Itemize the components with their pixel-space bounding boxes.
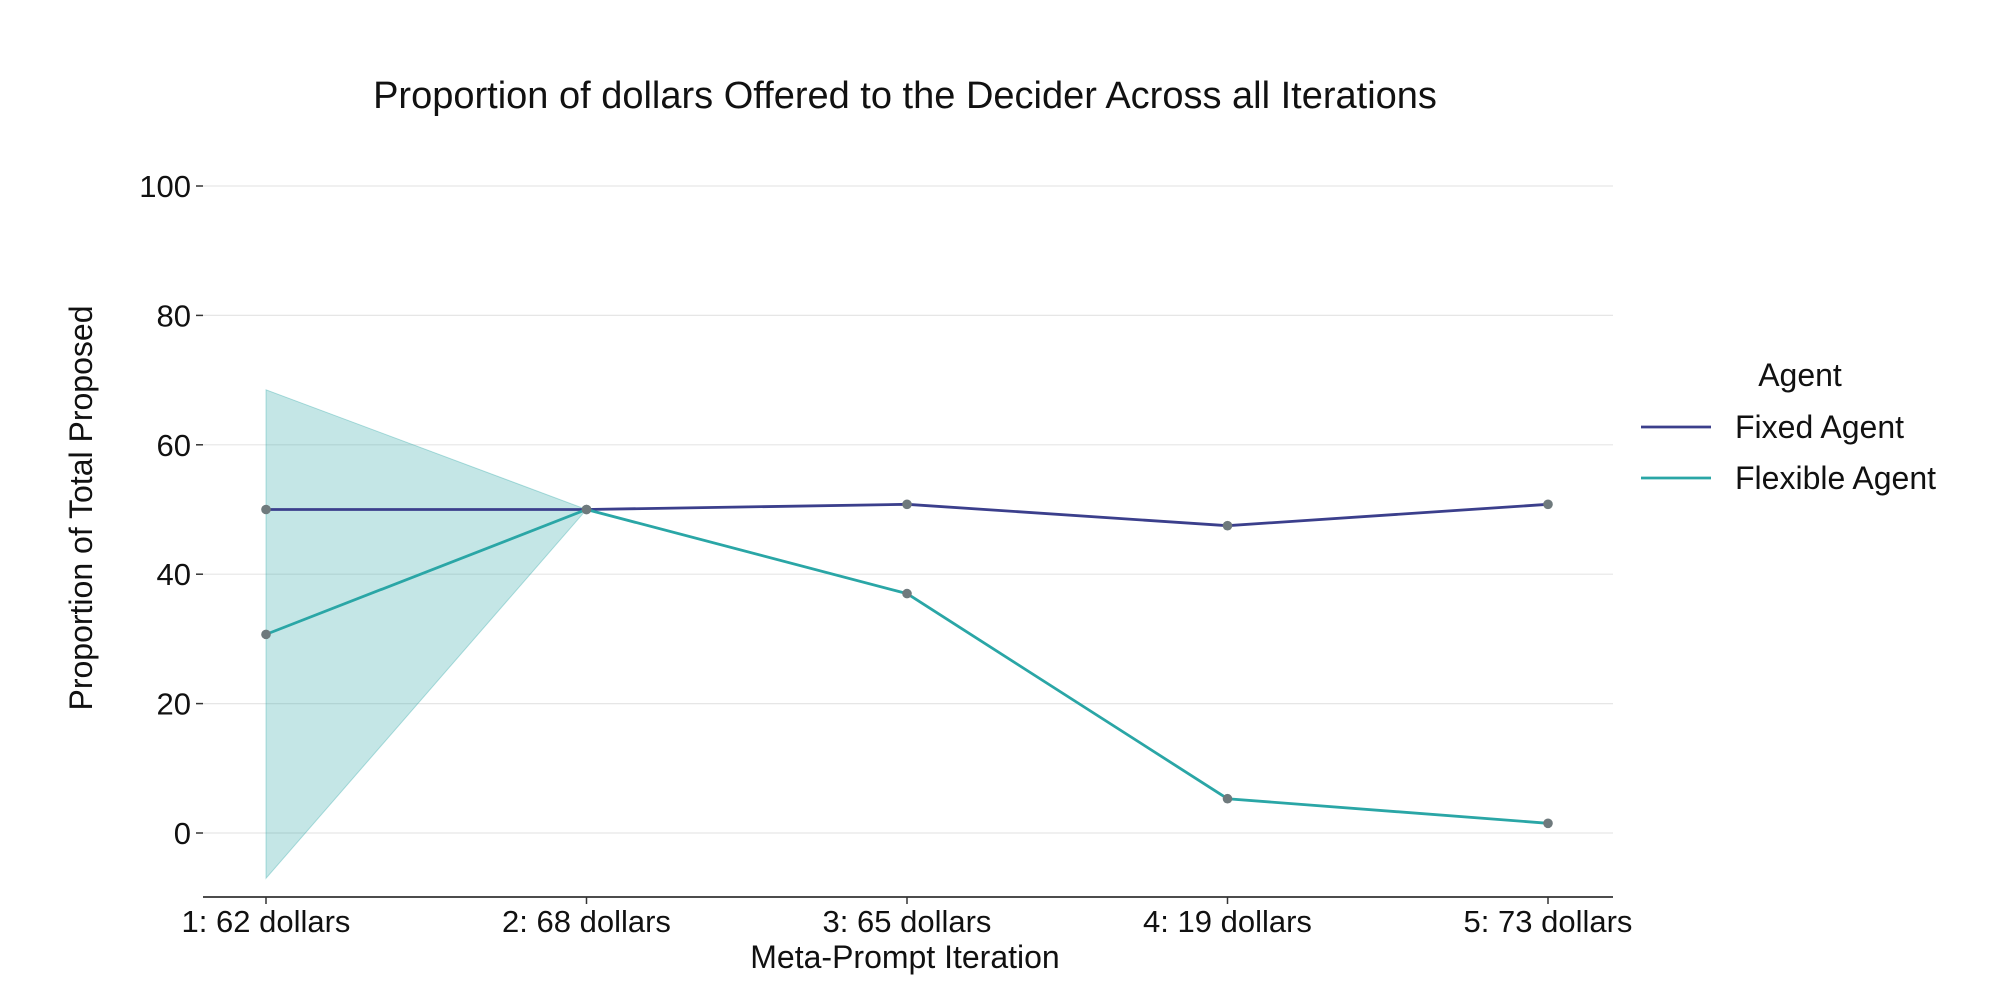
data-markers xyxy=(261,499,1553,829)
legend-label: Fixed Agent xyxy=(1735,409,1904,445)
x-tick-label: 4: 19 dollars xyxy=(1143,904,1312,939)
x-tick-label: 1: 62 dollars xyxy=(182,904,351,939)
data-point xyxy=(902,588,912,599)
gridlines xyxy=(203,185,1613,834)
x-tick-label: 3: 65 dollars xyxy=(823,904,992,939)
x-tick-label: 2: 68 dollars xyxy=(502,904,671,939)
data-point xyxy=(1222,793,1233,804)
legend-label: Flexible Agent xyxy=(1735,460,1936,496)
y-axis-label: Proportion of Total Proposed xyxy=(63,306,99,711)
y-tick-label: 100 xyxy=(139,169,191,204)
data-point xyxy=(1543,818,1553,829)
y-tick-label: 0 xyxy=(174,816,191,851)
y-tick-label: 40 xyxy=(157,557,191,592)
y-tick-label: 80 xyxy=(157,298,191,333)
y-tick-label: 60 xyxy=(157,428,191,463)
x-axis-label: Meta-Prompt Iteration xyxy=(750,939,1059,975)
data-point xyxy=(1543,499,1553,510)
x-axis: 1: 62 dollars 2: 68 dollars 3: 65 dollars 4… xyxy=(182,896,1633,939)
confidence-band xyxy=(265,389,1549,880)
y-axis: 0 20 40 60 80 100 xyxy=(139,169,203,851)
data-point xyxy=(581,504,592,515)
chart-title: Proportion of dollars Offered to the Dec… xyxy=(373,75,1437,117)
data-point xyxy=(261,629,271,640)
legend: Agent Fixed Agent Flexible Agent xyxy=(1641,357,1936,496)
y-tick-label: 20 xyxy=(157,687,191,722)
legend-title: Agent xyxy=(1758,357,1842,393)
data-point xyxy=(902,499,912,510)
x-tick-label: 5: 73 dollars xyxy=(1464,904,1633,939)
confidence-bands xyxy=(265,389,1549,880)
data-point xyxy=(261,504,271,515)
data-point xyxy=(1222,520,1233,531)
